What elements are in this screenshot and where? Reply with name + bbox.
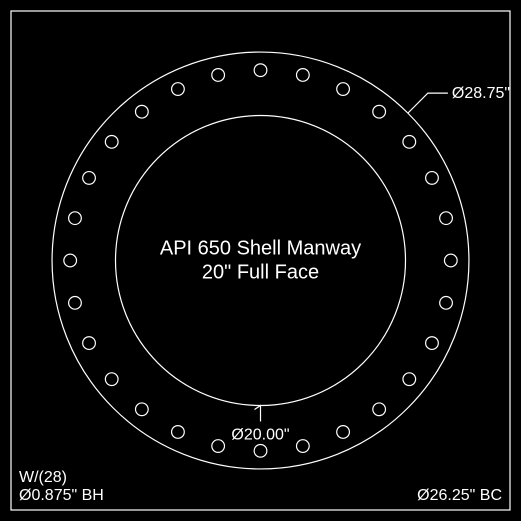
bh-count-label: W/(28) <box>19 469 67 486</box>
bolt-hole <box>69 212 82 225</box>
od-leader-line <box>408 93 448 113</box>
flange-diagram: Ø28.75" Ø20.00" Ø26.25" BC W/(28) Ø0.875… <box>0 0 521 521</box>
bolt-hole <box>297 440 310 453</box>
bolt-hole <box>172 426 185 439</box>
bolt-hole <box>105 373 118 386</box>
inner-diameter-circle <box>116 116 406 406</box>
bolt-hole <box>337 426 350 439</box>
bolt-hole <box>64 254 77 267</box>
bolt-hole <box>373 403 386 416</box>
bolt-hole <box>69 297 82 310</box>
bolt-hole <box>135 105 148 118</box>
bolt-hole <box>440 212 453 225</box>
bolt-hole <box>83 172 96 185</box>
bolt-hole <box>426 172 439 185</box>
bolt-hole <box>403 135 416 148</box>
bolt-hole <box>373 105 386 118</box>
bolt-hole <box>403 373 416 386</box>
id-leader-line <box>255 406 261 422</box>
bolt-hole <box>105 135 118 148</box>
bolt-hole <box>212 69 225 82</box>
bolt-hole <box>254 444 267 457</box>
bolt-hole <box>426 337 439 350</box>
bolt-hole <box>337 83 350 96</box>
id-label: Ø20.00" <box>231 427 289 444</box>
bolt-hole <box>297 69 310 82</box>
title-line-1: API 650 Shell Manway <box>160 238 361 260</box>
bolt-hole <box>212 440 225 453</box>
bolt-hole <box>254 64 267 77</box>
bc-label: Ø26.25" BC <box>417 487 502 504</box>
bolt-hole-pattern <box>64 64 457 457</box>
od-label: Ø28.75" <box>452 85 510 102</box>
bolt-hole <box>440 297 453 310</box>
bh-diameter-label: Ø0.875" BH <box>19 487 104 504</box>
title-line-2: 20" Full Face <box>202 262 319 284</box>
bolt-hole <box>444 254 457 267</box>
bolt-hole <box>172 83 185 96</box>
bolt-hole <box>135 403 148 416</box>
bolt-hole <box>83 337 96 350</box>
